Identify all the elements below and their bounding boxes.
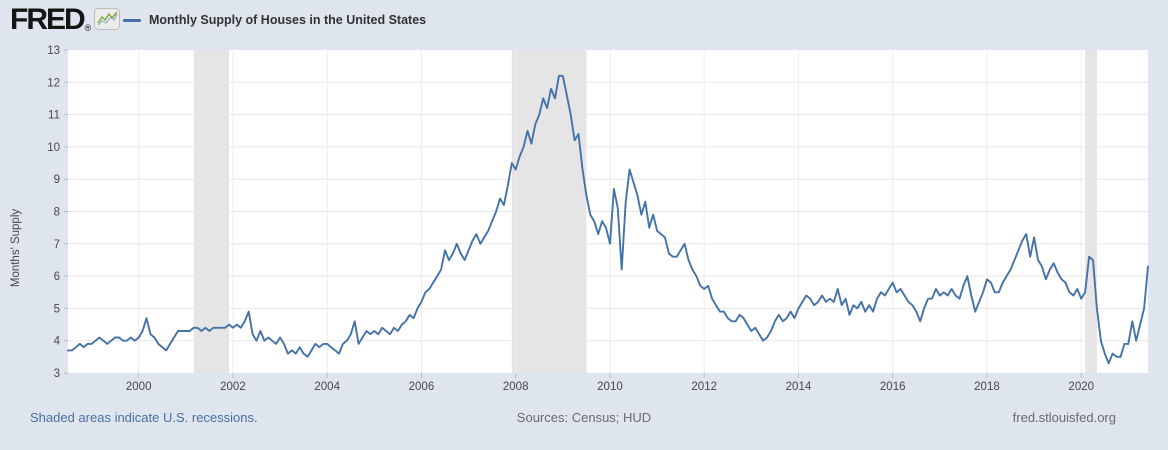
y-tick-label: 10 bbox=[47, 142, 60, 154]
series-legend: Monthly Supply of Houses in the United S… bbox=[123, 0, 426, 40]
x-tick-label: 2006 bbox=[409, 381, 435, 393]
x-tick-label: 2020 bbox=[1068, 381, 1094, 393]
y-tick-label: 12 bbox=[47, 77, 60, 89]
sparkline-icon bbox=[94, 7, 121, 35]
registered-mark: ® bbox=[84, 23, 92, 33]
y-tick-label: 4 bbox=[54, 336, 61, 348]
x-tick-label: 2000 bbox=[126, 381, 152, 393]
x-tick-label: 2014 bbox=[786, 381, 812, 393]
x-tick-label: 2012 bbox=[691, 381, 717, 393]
x-tick-label: 2008 bbox=[503, 381, 529, 393]
x-tick-label: 2002 bbox=[220, 381, 246, 393]
sources-text: Sources: Census; HUD bbox=[516, 410, 652, 425]
y-tick-label: 13 bbox=[47, 45, 60, 57]
fred-logo-text: FRED bbox=[10, 3, 86, 36]
x-tick-label: 2018 bbox=[974, 381, 1000, 393]
y-tick-label: 5 bbox=[54, 303, 60, 315]
recession-note-link[interactable]: Shaded areas indicate U.S. recessions. bbox=[30, 410, 258, 425]
x-tick-label: 2010 bbox=[597, 381, 623, 393]
fred-logo[interactable]: FRED ® bbox=[10, 3, 121, 37]
chart-footer: Shaded areas indicate U.S. recessions. S… bbox=[0, 410, 1168, 440]
series-color-swatch bbox=[123, 18, 141, 22]
data-series-line[interactable] bbox=[67, 74, 1149, 365]
y-tick-label: 3 bbox=[54, 368, 60, 380]
y-tick-label: 11 bbox=[48, 110, 60, 122]
site-link[interactable]: fred.stlouisfed.org bbox=[1012, 410, 1116, 425]
chart-header: FRED ® Monthly Supply of Houses in the U… bbox=[0, 0, 1168, 40]
y-tick-label: 7 bbox=[54, 239, 60, 251]
x-tick-label: 2004 bbox=[314, 381, 340, 393]
y-tick-label: 9 bbox=[54, 174, 60, 186]
y-axis-title: Months' Supply bbox=[10, 208, 22, 288]
y-tick-label: 6 bbox=[54, 271, 60, 283]
x-tick-label: 2016 bbox=[880, 381, 906, 393]
y-tick-label: 8 bbox=[54, 207, 60, 219]
series-title: Monthly Supply of Houses in the United S… bbox=[149, 13, 427, 27]
chart-plot-region: Months' Supply 2000 2002 2004 2006 2008 2010 2… bbox=[0, 40, 1168, 395]
chart-canvas[interactable]: 2000 2002 2004 2006 2008 2010 2012 2014 2016 2018… bbox=[0, 40, 1168, 395]
